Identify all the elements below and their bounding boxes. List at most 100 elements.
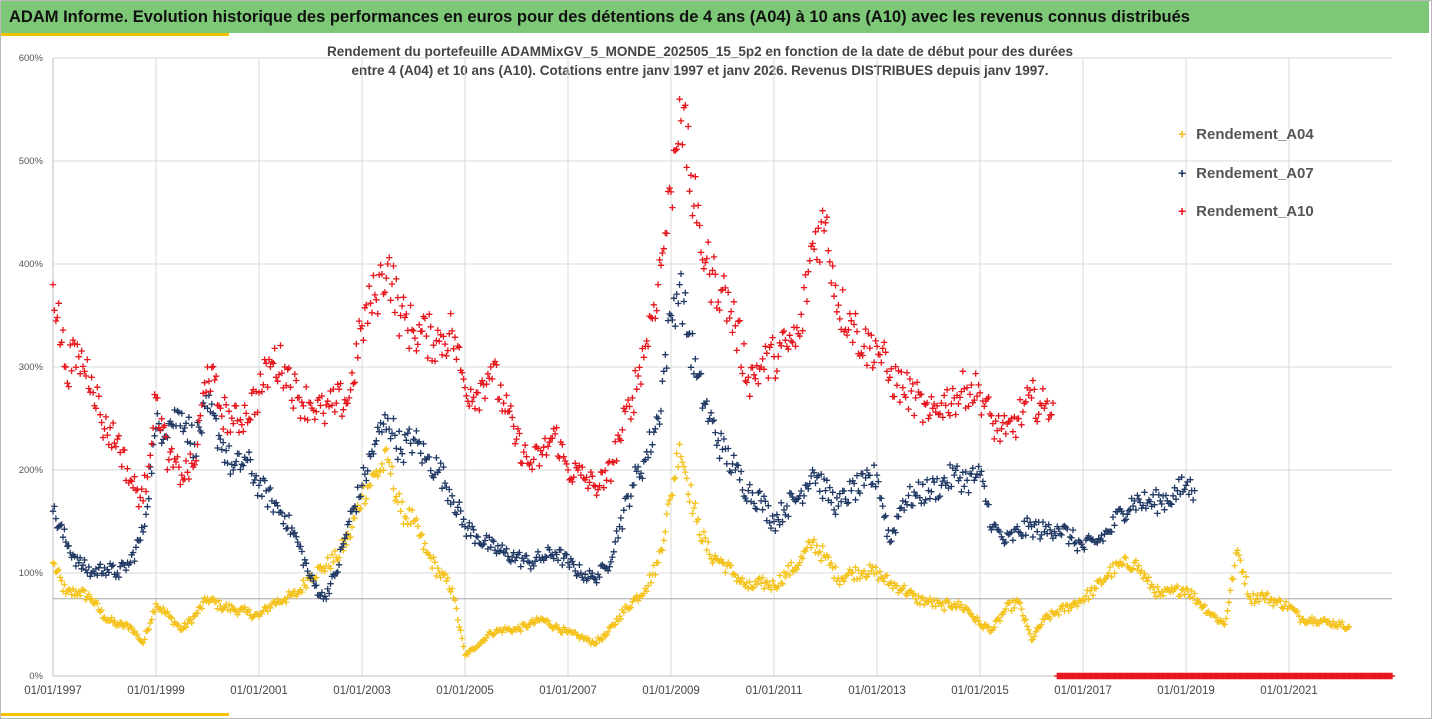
rendement-a10-point [474,389,482,396]
rendement-a10-point [201,379,208,386]
rendement-a07-point [916,494,924,501]
rendement-a10-point [828,279,835,287]
rendement-a10-point [227,428,234,436]
rendement-a04-point [1112,559,1120,566]
rendement-a10-point [919,419,926,426]
rendement-a04-point [483,634,490,641]
rendement-a10-point [418,328,426,335]
rendement-a04-point [1082,592,1090,600]
rendement-a07-point [450,498,457,506]
rendement-a10-point [607,478,615,485]
rendement-a07-point [531,558,539,565]
rendement-a04-point [862,574,869,581]
rendement-a10-point [187,450,194,458]
rendement-a07-point [1016,529,1024,536]
rendement-a10-point [815,225,822,232]
rendement-a10-point [911,412,918,419]
rendement-a10-point [300,402,307,410]
rendement-a04-point [852,564,859,571]
rendement-a04-point [799,555,806,562]
rendement-a07-point [298,548,306,555]
rendement-a07-point [404,430,411,437]
rendement-a07-point [756,488,763,495]
rendement-a10-point [733,347,740,354]
rendement-a10-point [264,384,271,391]
rendement-a10-point [245,415,253,422]
rendement-a07-point [294,538,301,546]
legend-marker-a10: + [1178,203,1187,219]
rendement-a04-point [277,598,284,605]
rendement-a10-point [149,424,157,432]
rendement-a10-point [695,202,702,209]
rendement-a04-point [676,441,683,448]
rendement-a07-point [308,572,316,579]
rendement-a10-point [885,377,892,384]
rendement-a07-point [85,563,92,571]
rendement-a10-point [852,310,859,317]
rendement-a04-point [593,639,600,647]
rendement-a07-point [541,553,549,560]
rendement-a07-point [291,529,298,536]
rendement-a04-point [911,590,918,597]
rendement-a10-point [447,310,454,317]
rendement-a04-point [1282,598,1290,605]
rendement-a07-point [177,422,184,430]
rendement-a04-point [261,603,268,611]
rendement-a07-point [1029,533,1037,541]
rendement-a10-point [167,448,174,456]
rendement-a07-point [487,544,494,551]
rendement-a07-point [182,420,190,427]
rendement-a07-point [750,500,758,507]
rendement-a07-point [303,560,310,567]
rendement-a10-point [398,302,406,310]
rendement-a04-point [68,591,75,598]
rendement-a04-point [148,616,155,623]
rendement-a10-point [647,314,655,321]
rendement-a07-point [220,439,227,446]
rendement-a07-point [187,440,194,447]
rendement-a10-point [182,457,190,465]
rendement-a04-point [616,613,623,620]
rendement-a04-point [230,605,237,613]
rendement-a10-point [397,312,404,319]
rendement-a10-point [112,443,120,450]
rendement-a10-point [483,381,490,388]
rendement-a07-point [726,467,733,475]
rendement-a04-point [717,556,725,563]
rendement-a07-point [752,505,759,512]
rendement-a10-point [961,385,968,392]
rendement-a07-point [501,549,509,556]
rendement-a10-point [692,173,699,180]
rendement-a04-point [406,506,413,513]
rendement-a04-point [1021,617,1028,624]
rendement-a10-point [819,207,826,214]
rendement-a04-point [1191,590,1198,597]
rendement-a10-point [331,408,338,416]
rendement-a04-point [553,621,560,629]
rendement-a10-point [446,330,453,337]
rendement-a04-point [448,585,456,592]
rendement-a04-point [856,575,863,582]
rendement-a10-point [461,384,469,391]
rendement-a04-point [1234,547,1241,554]
rendement-a10-point [82,372,90,380]
rendement-a07-point [915,478,922,486]
rendement-a07-point [411,436,419,444]
rendement-a04-point [673,450,680,457]
rendement-a04-point [225,601,233,608]
rendement-a04-point [599,636,606,644]
rendement-a10-point [923,399,931,407]
rendement-a07-point [377,419,384,427]
rendement-a07-point [1097,536,1104,543]
rendement-a07-point [637,470,645,477]
rendement-a10-point [489,375,496,383]
rendement-a10-point [1018,421,1025,428]
rendement-a07-point [669,316,676,324]
rendement-a07-point [644,454,652,461]
rendement-a10-point [765,374,772,382]
rendement-a04-point [1092,585,1100,592]
rendement-a04-point [1185,591,1193,598]
rendement-a10-point [381,289,389,296]
rendement-a04-point [427,555,434,562]
rendement-a10-point [303,383,310,391]
